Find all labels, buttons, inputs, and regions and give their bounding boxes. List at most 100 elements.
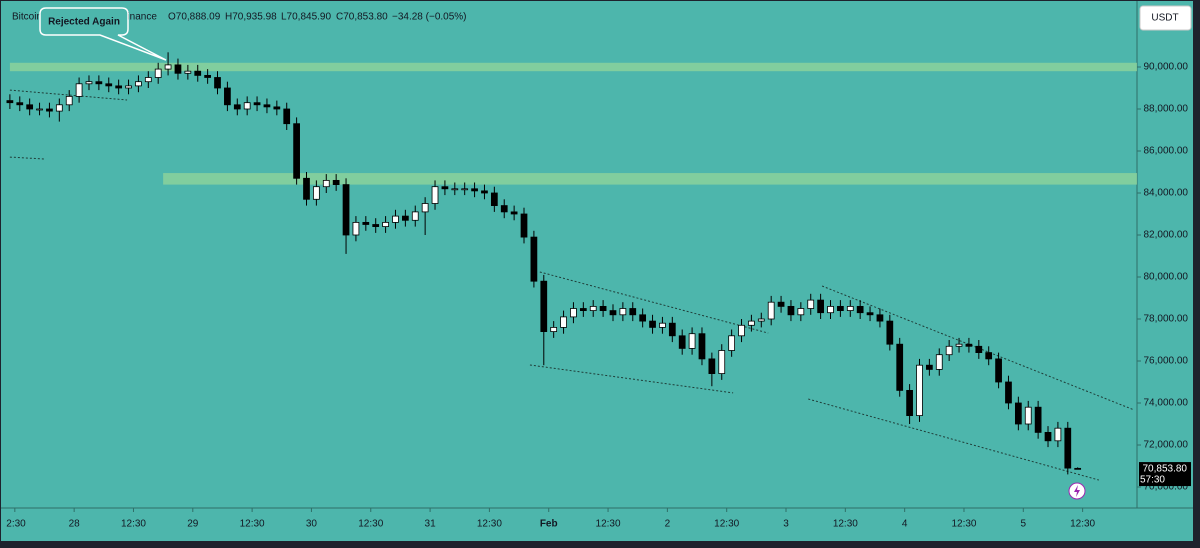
candle-body <box>105 83 113 87</box>
candle-body <box>322 179 330 188</box>
x-tick-label: 12:30 <box>833 519 858 530</box>
x-tick-label: 12:30 <box>1070 519 1095 530</box>
price-zone <box>9 62 1137 72</box>
candle-body <box>955 343 963 347</box>
candle-body <box>85 81 93 85</box>
close-label: C70,853.80 <box>336 12 388 23</box>
candle-body <box>36 108 43 111</box>
candle-body <box>599 305 607 311</box>
candle-body <box>382 221 389 227</box>
candle-body <box>688 333 696 349</box>
candle-body <box>945 345 953 356</box>
candle-body <box>135 81 142 87</box>
candle-body <box>560 316 567 328</box>
x-tick-label: 2 <box>665 519 671 530</box>
candle-body <box>906 389 913 416</box>
currency-button[interactable] <box>1139 5 1192 31</box>
candle-body <box>115 85 123 89</box>
candle-body <box>233 104 241 110</box>
y-tick-label: 70,000.00 <box>1144 482 1189 493</box>
candle-body <box>490 192 498 206</box>
candle-body <box>738 324 745 337</box>
candle-body <box>757 318 765 322</box>
candle-body <box>1034 406 1042 433</box>
candle-body <box>214 77 221 89</box>
candle-body <box>649 320 656 328</box>
countdown-label: 57:30 <box>1140 475 1165 486</box>
candle-body <box>570 308 577 318</box>
candle-body <box>619 308 627 316</box>
candle-body <box>767 301 775 320</box>
y-tick-label: 90,000.00 <box>1144 62 1189 73</box>
candle-body <box>273 106 281 110</box>
candle-body <box>342 184 350 236</box>
candle-body <box>540 280 548 332</box>
x-tick-label: Feb <box>540 519 558 530</box>
chart-background <box>1 1 1193 541</box>
candle-body <box>1014 402 1022 425</box>
candle-body <box>421 203 429 213</box>
candle-body <box>392 215 399 223</box>
candle-body <box>481 190 488 194</box>
annotation-text: Rejected Again <box>48 17 120 28</box>
candle-body <box>787 305 795 316</box>
candle-body <box>144 77 152 83</box>
candle-body <box>708 358 716 374</box>
trend-line <box>9 89 128 101</box>
x-tick-label: 3 <box>783 519 789 530</box>
y-tick-label: 76,000.00 <box>1144 356 1189 367</box>
candle-body <box>807 299 815 309</box>
candle-body <box>1054 427 1062 442</box>
candle-body <box>441 186 449 190</box>
candle-body <box>935 354 943 370</box>
y-tick-label: 86,000.00 <box>1144 146 1189 157</box>
candle-body <box>154 68 162 78</box>
x-tick-label: 12:30 <box>121 519 146 530</box>
candle-body <box>698 333 706 360</box>
candle-body <box>253 102 261 106</box>
x-tick-label: 12:30 <box>477 519 502 530</box>
price-zone <box>163 173 1138 185</box>
candle-body <box>283 108 291 125</box>
currency-label: USDT <box>1151 13 1178 24</box>
candle-body <box>461 188 469 191</box>
y-tick-label: 72,000.00 <box>1144 440 1189 451</box>
candle-body <box>817 299 824 314</box>
x-tick-label: 5 <box>1021 519 1027 530</box>
candle-body <box>352 221 360 236</box>
trend-line <box>539 271 769 334</box>
y-tick-label: 82,000.00 <box>1144 230 1189 241</box>
x-tick-label: 12:30 <box>358 519 383 530</box>
candle-body <box>55 104 63 112</box>
y-tick-label: 80,000.00 <box>1144 272 1189 283</box>
candle-body <box>95 81 103 85</box>
low-label: L70,845.90 <box>281 12 331 23</box>
candle-body <box>471 188 478 192</box>
candle-body <box>65 95 73 106</box>
candle-body <box>579 308 587 311</box>
candle-body <box>1074 467 1082 470</box>
last-price-label: 70,853.80 <box>1143 464 1188 475</box>
x-tick-label: 12:30 <box>951 519 976 530</box>
candle-body <box>609 310 617 316</box>
candle-body <box>629 308 637 316</box>
candle-body <box>639 314 647 322</box>
candle-body <box>194 70 202 76</box>
y-tick-label: 74,000.00 <box>1144 398 1189 409</box>
candle-body <box>1064 427 1072 469</box>
candle-body <box>401 215 409 221</box>
candle-body <box>876 314 884 322</box>
candle-body <box>6 100 14 104</box>
candle-body <box>965 343 973 347</box>
last-price-tag <box>1139 462 1191 487</box>
candle-body <box>510 211 518 215</box>
candle-body <box>856 305 864 314</box>
candle-body <box>748 320 755 326</box>
candle-body <box>332 179 340 185</box>
candle-body <box>500 205 508 213</box>
candle-body <box>530 236 538 282</box>
candle-body <box>164 64 172 70</box>
candle-body <box>224 87 231 106</box>
high-label: H70,935.98 <box>225 12 277 23</box>
candle-body <box>837 305 844 311</box>
